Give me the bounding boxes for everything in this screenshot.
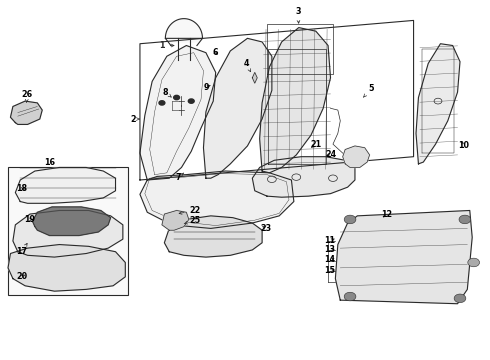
Text: 18: 18 — [16, 184, 27, 193]
Circle shape — [173, 95, 179, 100]
Text: 11: 11 — [324, 237, 336, 246]
Text: 6: 6 — [213, 48, 218, 57]
Polygon shape — [8, 244, 125, 291]
Polygon shape — [162, 211, 189, 230]
Text: 5: 5 — [364, 84, 374, 97]
Text: 3: 3 — [295, 7, 300, 23]
Circle shape — [459, 215, 471, 224]
Text: 24: 24 — [325, 150, 337, 159]
Polygon shape — [252, 157, 355, 197]
Text: 1: 1 — [159, 41, 174, 50]
Text: 16: 16 — [44, 158, 55, 167]
Text: 4: 4 — [244, 59, 250, 72]
Text: 23: 23 — [261, 224, 271, 233]
Text: 14: 14 — [324, 255, 336, 264]
Polygon shape — [164, 216, 262, 257]
Text: 13: 13 — [324, 246, 336, 255]
Text: 2: 2 — [131, 114, 139, 123]
Polygon shape — [252, 72, 257, 83]
Text: 17: 17 — [16, 243, 27, 256]
Text: 22: 22 — [179, 206, 201, 215]
Circle shape — [344, 215, 356, 224]
Circle shape — [468, 258, 480, 267]
Circle shape — [344, 292, 356, 301]
Text: 12: 12 — [381, 210, 392, 219]
Polygon shape — [343, 146, 369, 167]
Polygon shape — [140, 45, 216, 180]
Polygon shape — [140, 171, 294, 228]
Polygon shape — [10, 101, 42, 125]
Text: 21: 21 — [310, 140, 321, 149]
Circle shape — [159, 101, 165, 105]
FancyBboxPatch shape — [8, 167, 128, 295]
Text: 8: 8 — [163, 87, 171, 97]
Text: 19: 19 — [24, 215, 35, 224]
Polygon shape — [260, 28, 331, 173]
Text: 25: 25 — [184, 216, 201, 225]
Polygon shape — [203, 39, 272, 178]
Polygon shape — [416, 44, 460, 164]
Circle shape — [188, 99, 194, 103]
Text: 10: 10 — [459, 141, 469, 150]
Circle shape — [454, 294, 466, 303]
Text: 20: 20 — [16, 272, 27, 281]
Polygon shape — [335, 211, 472, 304]
Polygon shape — [13, 211, 123, 257]
Text: 7: 7 — [175, 173, 184, 182]
Polygon shape — [15, 167, 116, 203]
Polygon shape — [165, 19, 202, 42]
Text: 9: 9 — [203, 83, 210, 92]
Text: 15: 15 — [324, 266, 336, 275]
Polygon shape — [32, 207, 111, 235]
Text: 26: 26 — [22, 90, 33, 102]
